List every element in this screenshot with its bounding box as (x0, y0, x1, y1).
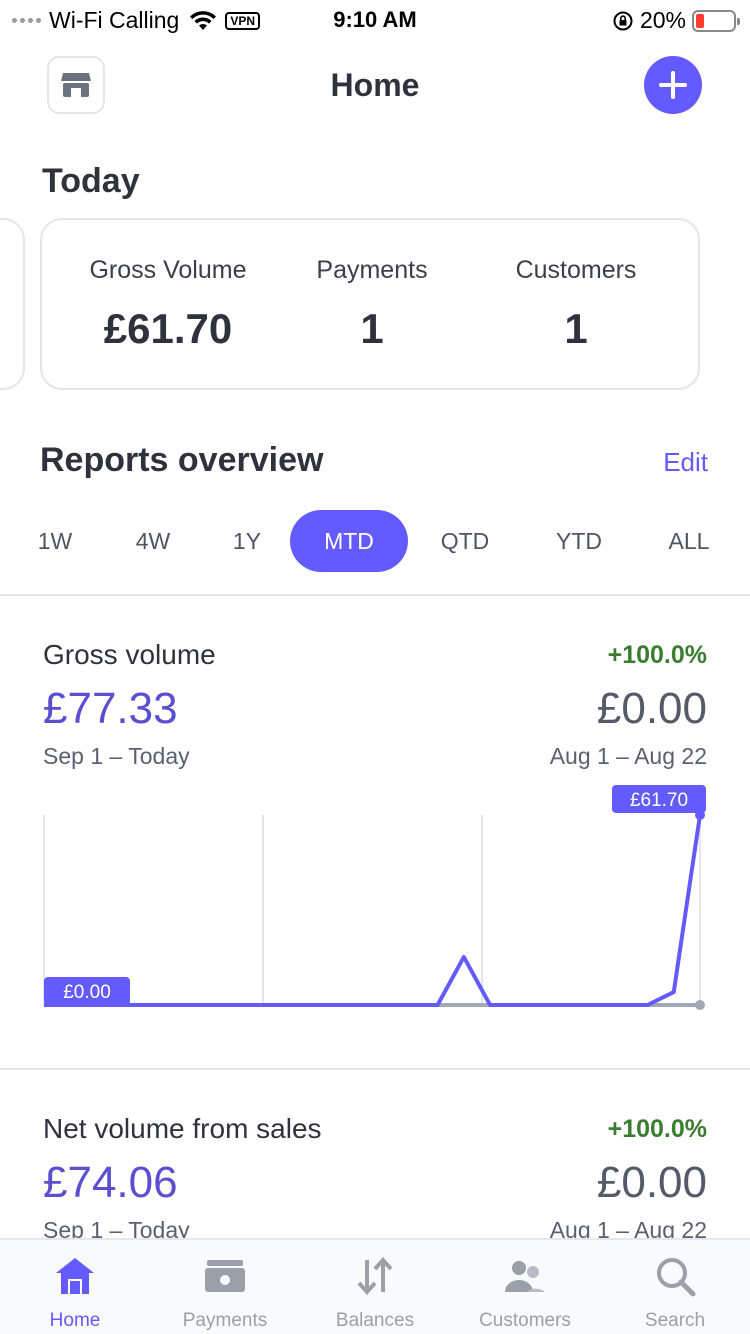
metric-label: Payments (316, 256, 428, 284)
search-icon (657, 1258, 696, 1297)
range-all[interactable]: ALL (668, 528, 710, 554)
chart-point-previous-end (695, 1000, 705, 1010)
metric-label: Gross Volume (89, 256, 247, 284)
net-volume-previous-value: £0.00 (596, 1158, 707, 1207)
add-button[interactable] (644, 56, 702, 114)
balances-icon (357, 1256, 393, 1296)
metric-customers: Customers 1 (466, 220, 686, 353)
tab-balances[interactable]: Balances (300, 1240, 450, 1334)
chart-start-label-bg (44, 977, 130, 1005)
range-1y[interactable]: 1Y (232, 528, 262, 554)
tab-label: Customers (479, 1310, 571, 1331)
tab-label: Search (644, 1310, 706, 1331)
tab-label: Balances (335, 1310, 415, 1331)
range-mtd[interactable]: MTD (290, 510, 408, 572)
chart-peak-label-bg (612, 785, 706, 813)
divider (0, 594, 750, 596)
store-icon (61, 73, 91, 97)
vpn-badge: VPN (225, 11, 261, 30)
metric-payments: Payments 1 (262, 220, 482, 353)
wifi-icon (190, 10, 217, 30)
net-volume-title[interactable]: Net volume from sales (43, 1113, 322, 1144)
range-4w[interactable]: 4W (135, 528, 171, 554)
header: Home (0, 55, 750, 115)
customers-icon (505, 1261, 545, 1292)
battery-icon (692, 9, 740, 32)
status-time: 9:10 AM (333, 7, 417, 32)
battery-percent: 20% (639, 7, 686, 33)
tab-bar: Home Payments Balances Customers (0, 1238, 750, 1334)
metric-label: Customers (515, 256, 637, 284)
previous-card[interactable] (0, 218, 25, 390)
rotation-lock-icon (613, 11, 633, 30)
payments-icon (205, 1260, 245, 1292)
range-1w[interactable]: 1W (37, 528, 73, 554)
gross-volume-period: Sep 1 – Today (43, 743, 190, 769)
plus-icon (659, 71, 687, 99)
reports-heading: Reports overview (40, 441, 324, 479)
tab-home[interactable]: Home (0, 1240, 150, 1334)
tab-label: Payments (182, 1310, 268, 1331)
range-selector: 1W 4W 1Y MTD QTD YTD ALL (0, 510, 750, 572)
chart-peak-label: £61.70 (630, 790, 688, 811)
metric-value: 1 (564, 305, 588, 352)
gross-volume-previous-value: £0.00 (596, 684, 707, 733)
page-title: Home (330, 67, 420, 103)
store-button[interactable] (47, 56, 105, 114)
edit-button[interactable]: Edit (663, 447, 708, 477)
chart-start-label: £0.00 (63, 982, 111, 1003)
status-bar: Wi-Fi Calling VPN 9:10 AM 20% (0, 0, 750, 40)
net-volume-value: £74.06 (43, 1158, 178, 1207)
tab-payments[interactable]: Payments (150, 1240, 300, 1334)
today-summary-card[interactable]: Gross Volume £61.70 Payments 1 Customers… (40, 218, 700, 390)
metric-value: £61.70 (103, 305, 233, 352)
metric-value: 1 (360, 305, 384, 352)
gross-volume-title[interactable]: Gross volume (43, 639, 216, 670)
tab-label: Home (49, 1310, 101, 1331)
range-qtd[interactable]: QTD (440, 528, 490, 554)
signal-dots-icon (12, 18, 41, 23)
gross-volume-change: +100.0% (607, 641, 707, 669)
net-volume-change: +100.0% (607, 1115, 707, 1143)
gross-volume-chart[interactable]: £0.00 £61.70 (0, 780, 750, 1030)
today-heading: Today (42, 162, 140, 200)
gross-volume-previous-period: Aug 1 – Aug 22 (549, 743, 707, 769)
chart-series-current (44, 814, 702, 1007)
metric-gross-volume: Gross Volume £61.70 (58, 220, 278, 353)
divider (0, 1068, 750, 1070)
tab-search[interactable]: Search (600, 1240, 750, 1334)
gross-volume-value: £77.33 (43, 684, 178, 733)
tab-customers[interactable]: Customers (450, 1240, 600, 1334)
carrier-label: Wi-Fi Calling (49, 7, 180, 33)
home-icon (56, 1258, 94, 1294)
range-ytd[interactable]: YTD (556, 528, 602, 554)
